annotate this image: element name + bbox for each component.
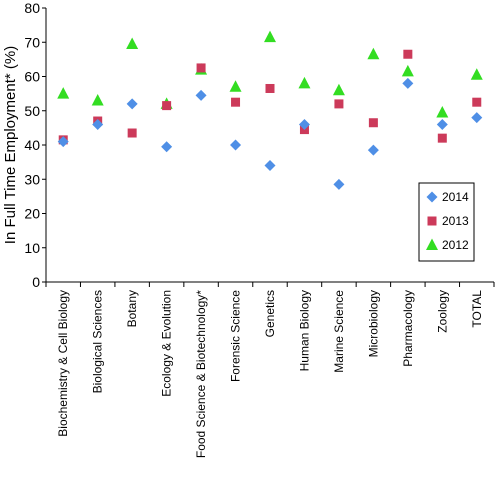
- series-2012: [57, 30, 483, 118]
- data-point-2013: [403, 49, 413, 59]
- x-tick-label: Zoology: [435, 290, 449, 333]
- data-point-2013: [162, 101, 172, 111]
- data-point-2014: [402, 77, 414, 89]
- y-tick-label: 30: [24, 171, 40, 187]
- legend-marker-2013: [427, 216, 437, 226]
- x-ticks: Biochemistry & Cell Biology Biological Sc…: [45, 282, 495, 458]
- y-tick-label: 40: [24, 137, 40, 153]
- data-point-2013: [231, 97, 241, 107]
- data-point-2014: [436, 118, 448, 130]
- data-point-2012: [401, 64, 414, 77]
- x-tick-label: Pharmacology: [401, 290, 415, 367]
- legend-label: 2013: [442, 214, 469, 228]
- y-tick-label: 20: [24, 206, 40, 222]
- data-point-2012: [57, 87, 70, 99]
- y-tick-label: 70: [24, 34, 40, 50]
- series-2013: [58, 49, 482, 145]
- data-point-2012: [332, 83, 345, 96]
- y-tick-label: 60: [24, 69, 40, 85]
- legend: 2014 2013 2012: [418, 182, 475, 262]
- data-point-2014: [126, 98, 138, 110]
- x-tick-label: Food Science & Biotechnology*: [194, 290, 208, 458]
- y-ticks: 0 10 20 30 40 50 60 70 80: [24, 0, 46, 290]
- data-point-2014: [471, 112, 483, 124]
- data-point-2012: [298, 76, 311, 89]
- x-tick-label: Human Biology: [297, 290, 311, 371]
- x-tick-label: Genetics: [263, 290, 277, 337]
- x-tick-label: Forensic Science: [229, 290, 243, 382]
- data-point-2012: [91, 93, 104, 106]
- data-point-2013: [472, 97, 482, 107]
- data-point-2013: [196, 63, 206, 73]
- x-tick-label: Ecology & Evolution: [160, 290, 174, 397]
- data-point-2013: [437, 133, 447, 143]
- data-point-2013: [334, 99, 344, 109]
- y-tick-label: 80: [24, 0, 40, 16]
- data-point-2012: [470, 68, 483, 80]
- x-tick-label: TOTAL: [470, 290, 484, 328]
- data-point-2013: [265, 83, 275, 93]
- data-point-2012: [436, 105, 449, 118]
- y-tick-label: 0: [32, 274, 40, 290]
- legend-marker-2014: [426, 191, 438, 203]
- data-point-2014: [92, 118, 104, 130]
- legend-label: 2012: [442, 238, 469, 252]
- data-point-2012: [126, 37, 139, 49]
- y-axis-title: In Full Time Employment* (%): [2, 46, 19, 244]
- data-point-2014: [230, 139, 242, 151]
- x-tick-label: Biochemistry & Cell Biology: [56, 290, 70, 437]
- y-tick-label: 10: [24, 240, 40, 256]
- data-point-2014: [264, 160, 276, 172]
- data-point-2013: [368, 118, 378, 128]
- x-tick-label: Microbiology: [366, 290, 380, 357]
- legend-label: 2014: [442, 190, 469, 204]
- data-point-2013: [127, 128, 137, 138]
- y-tick-label: 50: [24, 103, 40, 119]
- data-point-2014: [57, 136, 69, 148]
- data-point-2014: [195, 89, 207, 101]
- legend-marker-2012: [426, 238, 438, 250]
- data-point-2014: [367, 144, 379, 156]
- data-point-2014: [161, 141, 173, 153]
- series-2014: [57, 77, 483, 190]
- data-points: [57, 30, 483, 190]
- data-point-2012: [367, 47, 380, 60]
- x-tick-label: Botany: [125, 290, 139, 327]
- x-tick-label: Marine Science: [332, 290, 346, 373]
- data-point-2014: [298, 118, 310, 130]
- data-point-2014: [333, 178, 345, 190]
- x-tick-label: Biological Sciences: [91, 290, 105, 393]
- data-point-2012: [264, 30, 276, 43]
- data-point-2012: [229, 80, 242, 92]
